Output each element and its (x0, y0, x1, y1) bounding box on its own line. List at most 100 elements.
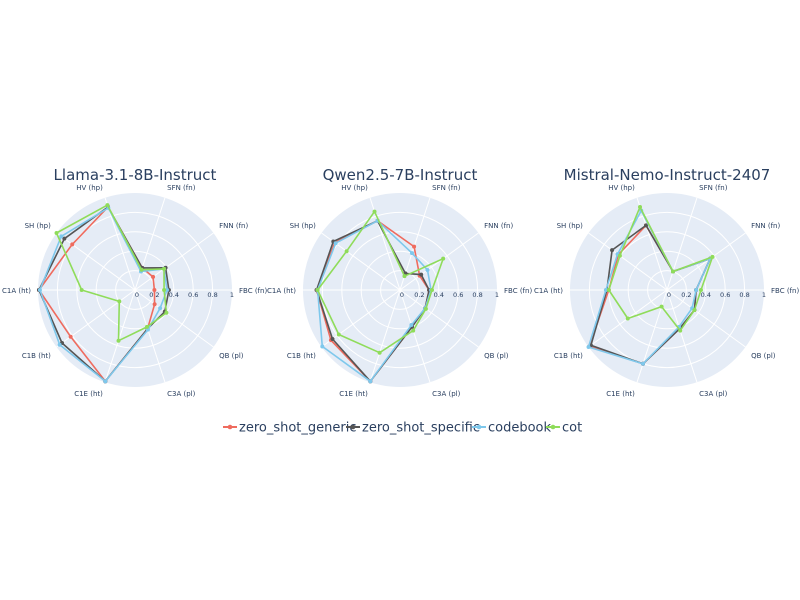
series-point (54, 230, 59, 235)
series-point (644, 223, 649, 228)
series-point (162, 288, 167, 292)
series-point (625, 316, 630, 321)
axis-label: C1A (ht) (2, 287, 31, 295)
radial-tick-label: 0.6 (720, 291, 730, 299)
axis-label: SH (hp) (25, 222, 52, 230)
series-point (333, 241, 338, 246)
radial-tick-label: 0.2 (681, 291, 691, 299)
series-point (105, 203, 110, 208)
series-point (152, 288, 157, 292)
series-point (117, 299, 122, 304)
grid-spoke (666, 197, 698, 291)
series-point (678, 328, 683, 333)
series-point (162, 266, 167, 271)
series-point (144, 324, 149, 329)
series-point (694, 288, 699, 292)
legend-swatch-marker (227, 424, 233, 430)
series-point (409, 323, 414, 328)
legend-label: zero_shot_generic (239, 421, 357, 436)
radial-tick-label: 0 (667, 291, 671, 299)
axis-label: HV (hp) (76, 184, 103, 192)
axis-label: C1E (ht) (606, 390, 635, 398)
series-point (165, 288, 170, 292)
series-point (152, 302, 157, 307)
axis-label: QB (pl) (219, 352, 244, 360)
series-point (103, 379, 108, 384)
series-point (164, 310, 169, 315)
series-point (659, 304, 664, 309)
series-point (320, 344, 325, 349)
axis-label: C1A (ht) (267, 287, 296, 295)
series-point (37, 288, 42, 292)
radial-tick-label: 0.8 (472, 291, 482, 299)
axis-label: C3A (pl) (699, 390, 727, 398)
series-point (70, 242, 75, 247)
radial-tick-label: 0.4 (701, 291, 711, 299)
grid-spoke (134, 289, 214, 348)
axis-label: C1A (ht) (534, 287, 563, 295)
radial-tick-label: 0.6 (453, 291, 463, 299)
series-point (57, 342, 62, 347)
series-point (606, 288, 611, 292)
series-point (139, 267, 144, 272)
legend: zero_shot_generic zero_shot_specific codeb… (223, 421, 582, 436)
panel-title: Mistral-Nemo-Instruct-2407 (564, 166, 771, 184)
series-point (610, 248, 615, 253)
grid-spoke (56, 232, 136, 291)
series-point (441, 256, 446, 261)
axis-label: FBC (fn) (504, 287, 532, 295)
series-point (425, 268, 430, 273)
series-point (423, 306, 428, 311)
radar-panel: 0 0.2 0.4 0.6 0.8 1 FBC (fn)FNN (fn)SFN (fn)HV… (2, 166, 267, 398)
radial-tick-label: 0.8 (207, 291, 217, 299)
radial-tick-label: 1 (230, 291, 234, 299)
grid-spoke (104, 197, 136, 291)
series-point (698, 288, 703, 292)
grid-spoke (134, 197, 166, 291)
axis-label: SH (hp) (557, 222, 584, 230)
series-point (603, 288, 608, 292)
radial-tick-label: 0.2 (414, 291, 424, 299)
radial-tick-label: 0 (400, 291, 404, 299)
axis-label: C3A (pl) (432, 390, 460, 398)
grid-spoke (588, 232, 668, 291)
radial-tick-label: 0.4 (169, 291, 179, 299)
radar-panel: 0 0.2 0.4 0.6 0.8 1 FBC (fn)FNN (fn)SFN (fn)HV… (534, 166, 799, 398)
grid-spoke (369, 289, 401, 383)
axis-label: SH (hp) (290, 222, 317, 230)
series-point (116, 338, 121, 343)
legend-swatch-marker (550, 424, 556, 430)
series-point (315, 288, 320, 292)
axis-label: C1B (ht) (22, 352, 51, 360)
series-point (62, 236, 67, 241)
radial-tick-label: 0.4 (434, 291, 444, 299)
axis-label: SFN (fn) (432, 184, 461, 192)
axis-label: HV (hp) (341, 184, 368, 192)
axis-label: C1E (ht) (74, 390, 103, 398)
panel-title: Llama-3.1-8B-Instruct (54, 166, 217, 184)
series-point (419, 272, 424, 277)
radial-tick-label: 1 (495, 291, 499, 299)
radial-tick-label: 0 (135, 291, 139, 299)
grid-spoke (104, 289, 136, 383)
series-point (617, 253, 622, 258)
series-point (430, 288, 435, 292)
grid-spoke (321, 289, 401, 348)
series-point (377, 350, 382, 355)
grid-spoke (666, 289, 698, 383)
series-point (68, 334, 73, 339)
grid-spoke (399, 289, 431, 383)
axis-label: FBC (fn) (771, 287, 799, 295)
axis-label: C1B (ht) (287, 352, 316, 360)
panel-title: Qwen2.5-7B-Instruct (323, 166, 478, 184)
radial-tick-label: 1 (762, 291, 766, 299)
series-point (79, 288, 84, 292)
axis-label: HV (hp) (608, 184, 635, 192)
series-point (158, 306, 163, 311)
grid-spoke (134, 289, 166, 383)
series-point (411, 328, 416, 333)
series-point (641, 361, 646, 366)
series-point (692, 307, 697, 312)
legend-swatch-marker (476, 424, 482, 430)
